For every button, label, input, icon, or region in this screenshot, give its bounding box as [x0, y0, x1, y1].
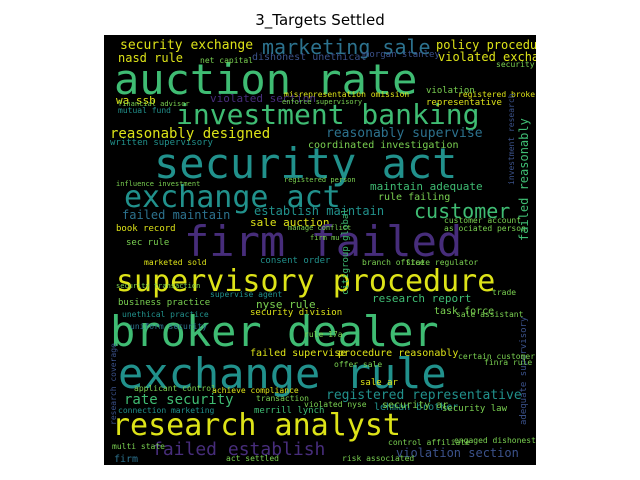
word-manage-conflict: manage conflict — [288, 224, 352, 232]
word-enforce-supervisory: enforce supervisory — [282, 98, 363, 106]
word-consent-order: consent order — [260, 256, 331, 266]
word-research-coverage: research coverage — [109, 343, 118, 425]
word-rule-failing: rule failing — [378, 192, 451, 203]
word-risk-associated: risk associated — [342, 454, 415, 463]
word-certain-customer: certain customer — [458, 352, 536, 361]
word-connection-marketing: connection marketing — [118, 406, 215, 415]
word-failed-maintain: failed maintain — [122, 208, 231, 222]
word-exchange-act: exchange act — [124, 180, 341, 215]
word-marketed-sold: marketed sold — [144, 258, 207, 267]
word-achieve-compliance: achieve compliance — [212, 386, 299, 395]
word-security-transaction: security transaction — [116, 282, 201, 290]
word-violated-section: violated section — [210, 92, 316, 105]
word-firm-failed: firm failed — [184, 217, 463, 266]
word-net-capital: net capital — [200, 56, 253, 65]
word-exchange-rule: exchange rule — [118, 349, 447, 398]
word-dishonest-unethical: dishonest unethical — [252, 52, 367, 63]
word-offer-sale: offer sale — [334, 360, 383, 369]
word-written-supervisory: written supervisory — [110, 138, 213, 148]
word-violated-exchange: violated exchange — [438, 50, 536, 64]
word-registered-broker: registered broker — [458, 90, 536, 99]
word-violated-nyse: violated nyse — [304, 400, 367, 409]
word-reasonably-designed: reasonably designed — [110, 126, 271, 142]
word-wa-ssb: wa ssb — [116, 94, 156, 107]
word-investment-banking: investment banking — [176, 98, 480, 131]
word-branch-office: branch office — [362, 258, 425, 267]
word-engaged-dishonest: engaged dishonest — [454, 436, 536, 445]
word-trade: trade — [492, 288, 517, 297]
word-merrill-lynch: merrill lynch — [254, 406, 325, 416]
word-cloud: security exchange marketing sale policy pr… — [104, 35, 536, 465]
page-title: 3_Targets Settled — [255, 11, 385, 29]
word-security-law: security law — [442, 404, 508, 414]
word-investment-research: investment research — [507, 93, 516, 185]
word-nasd-rule: nasd rule — [118, 51, 184, 65]
word-rule-17a: rule 17a — [304, 330, 343, 339]
word-rate-security: rate security — [124, 392, 234, 408]
word-control-affiliate: control affiliate — [388, 438, 470, 447]
word-security-division: security division — [250, 308, 343, 318]
word-establish-maintain: establish maintain — [254, 204, 385, 218]
word-coordinated-investigation: coordinated investigation — [308, 140, 459, 151]
word-finra-rule: finra rule — [484, 358, 533, 367]
word-transaction: transaction — [256, 394, 309, 403]
word-firm-mu: firm mu — [310, 234, 340, 242]
word-reasonably-supervise: reasonably supervise — [326, 126, 483, 141]
word-violation-section: violation section — [396, 446, 519, 460]
word-security-ar: security ar — [382, 400, 449, 411]
word-failed-supervise: failed supervise — [250, 348, 347, 359]
word-financial-advisor: financial advisor — [118, 100, 190, 108]
word-sale-assistant: sale assistant — [456, 310, 524, 319]
word-maintain-adequate: maintain adequate — [370, 180, 483, 193]
word-firm: firm — [114, 454, 139, 465]
word-supervise-agent: supervise agent — [210, 290, 283, 299]
word-failed-reasonably: failed reasonably — [517, 118, 531, 241]
word-multi-state: multi state — [112, 442, 165, 451]
word-marketing-sale: marketing sale — [262, 35, 431, 59]
word-auction-rate: auction rate — [114, 55, 418, 104]
word-security-act: security act — [154, 139, 458, 188]
word-violation: violation — [426, 86, 475, 96]
word-adequate-supervisory: adequate supervisory — [519, 316, 529, 425]
word-uniform-security: uniform security — [130, 322, 208, 331]
word-nyse-rule: nyse rule — [256, 298, 316, 311]
word-failed-establish: failed establish — [152, 439, 326, 460]
word-supervisory-procedure: supervisory procedure — [116, 264, 496, 299]
word-sale-auction: sale auction — [250, 216, 330, 229]
word-security-exchange: security exchange — [120, 38, 254, 53]
word-act-settled: act settled — [226, 454, 279, 463]
word-customer: customer — [414, 199, 511, 223]
word-research-report: research report — [372, 292, 472, 305]
word-procedure-reasonably: procedure reasonably — [338, 348, 459, 359]
word-applicant-control: applicant control — [134, 384, 216, 393]
word-security-llc: security llc — [496, 60, 536, 69]
word-research-analyst: research analyst — [112, 408, 401, 443]
word-state-regulator: state regulator — [406, 258, 479, 267]
word-influence-investment: influence investment — [116, 180, 201, 188]
word-sale-ar: sale ar — [360, 378, 398, 388]
word-broker-dealer: broker dealer — [110, 307, 439, 356]
word-task-force: task force — [434, 306, 495, 317]
word-citigroup-global: citigroup global — [341, 208, 351, 295]
word-representative: representative — [426, 98, 502, 108]
word-policy-procedure: policy procedure — [436, 38, 536, 52]
word-registered-representative: registered representative — [326, 388, 522, 403]
word-lehman-brother: lehman brother — [374, 402, 459, 413]
word-misrepresentation-omission: misrepresentation omission — [284, 90, 410, 99]
word-associated-person: associated person — [444, 224, 526, 233]
word-business-practice: business practice — [118, 298, 211, 308]
word-registered-person: registered person — [284, 176, 356, 184]
word-book-record: book record — [116, 224, 176, 234]
word-customer-account: customer account — [444, 216, 522, 225]
word-mutual-fund: mutual fund — [118, 106, 171, 115]
word-morgan-stanley: morgan stanley — [364, 50, 440, 60]
word-unethical-practice: unethical practice — [122, 310, 209, 319]
word-sec-rule: sec rule — [126, 238, 170, 248]
